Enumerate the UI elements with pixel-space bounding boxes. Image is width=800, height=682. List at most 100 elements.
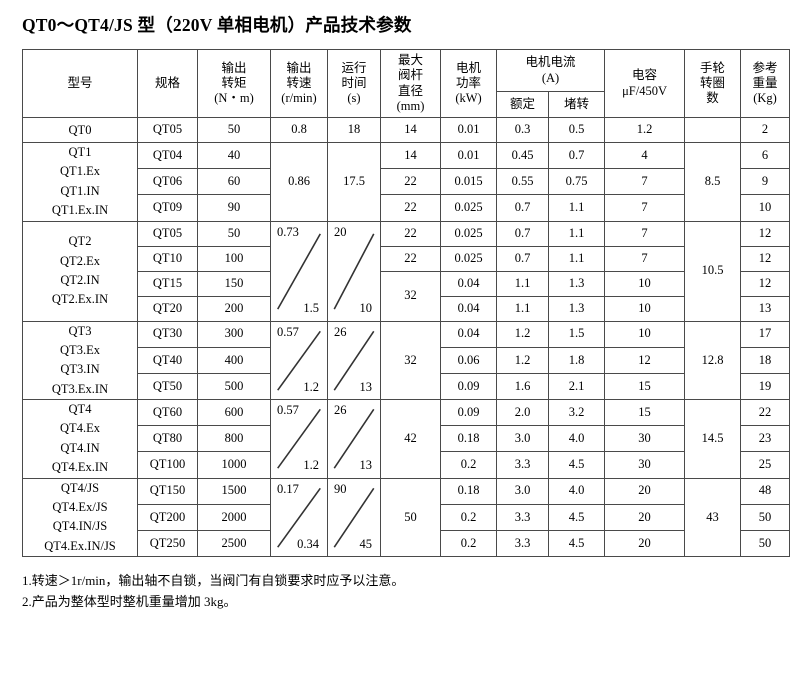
capacitance-cell: 12: [604, 346, 686, 374]
spec-code-cell: QT40: [137, 346, 198, 374]
capacitance-cell: 1.2: [604, 117, 686, 143]
max-stem-diameter-cell: 14: [380, 141, 441, 170]
capacitance-cell: 7: [604, 168, 686, 196]
capacitance-cell: 15: [604, 372, 686, 401]
header-reference-weight: 参考 重量 (Kg): [740, 49, 791, 118]
run-time-cell-lower-value: 10: [359, 301, 373, 316]
current-locked-cell: 3.2: [547, 398, 606, 427]
spec-code-cell: QT06: [137, 168, 198, 196]
max-stem-diameter-cell: 14: [380, 117, 441, 143]
current-locked-cell: 2.1: [547, 372, 606, 401]
spec-code-cell: QT10: [137, 245, 198, 272]
spec-code-cell: QT250: [137, 529, 198, 558]
current-locked-cell: 0.7: [547, 141, 606, 170]
spec-code-cell: QT60: [137, 398, 198, 427]
output-torque-cell: 90: [197, 194, 271, 222]
run-time-cell-lower-value: 13: [359, 379, 373, 394]
output-torque-cell: 150: [197, 270, 271, 297]
spec-code-cell: QT04: [137, 141, 198, 170]
page-container: QT0～QT4/JS 型（220V 单相电机）产品技术参数 型号 规格: [22, 15, 791, 610]
motor-power-cell: 0.01: [440, 141, 497, 170]
reference-weight-cell: 19: [740, 372, 791, 401]
spec-code-cell: QT09: [137, 194, 198, 222]
model-name: QT4/JS: [60, 480, 100, 495]
current-rated-cell: 1.1: [496, 270, 549, 297]
capacitance-cell: 4: [604, 141, 686, 170]
model-name: QT1: [68, 145, 92, 159]
run-time-cell-upper-value: 26: [334, 403, 347, 417]
model-name: QT3.Ex.IN: [51, 381, 109, 396]
current-rated-cell: 0.7: [496, 245, 549, 272]
model-name: QT2.Ex.IN: [51, 292, 109, 307]
motor-power-cell: 0.04: [440, 270, 497, 297]
current-rated-cell: 0.45: [496, 141, 549, 170]
output-torque-cell: 1500: [197, 477, 271, 505]
output-torque-cell: 2500: [197, 529, 271, 558]
current-locked-cell: 1.1: [547, 245, 606, 272]
capacitance-cell: 10: [604, 295, 686, 322]
handwheel-turns-cell: 8.5: [684, 142, 742, 222]
model-names-cell: QT1 QT1.Ex QT1.IN QT1.Ex.IN: [22, 142, 138, 222]
current-locked-cell: 0.75: [547, 168, 606, 196]
current-rated-cell: 0.3: [496, 117, 549, 143]
output-torque-cell: 800: [197, 425, 271, 453]
model-name: QT2.IN: [60, 273, 100, 287]
reference-weight-cell: 12: [740, 220, 791, 247]
model-names-cell: QT4 QT4.Ex QT4.IN QT4.Ex.IN: [22, 399, 138, 479]
output-speed-cell-upper-value: 0.17: [277, 481, 299, 496]
output-speed-cell: 0.86: [270, 142, 328, 222]
motor-power-cell: 0.2: [440, 503, 497, 531]
max-stem-diameter-cell: 22: [380, 168, 441, 196]
motor-power-cell: 0.015: [440, 168, 497, 196]
reference-weight-cell: 2: [740, 117, 791, 143]
output-torque-cell: 50: [197, 220, 271, 247]
model-name: QT0: [68, 122, 92, 137]
capacitance-cell: 20: [604, 503, 686, 531]
motor-power-cell: 0.04: [440, 295, 497, 322]
current-rated-cell: 1.1: [496, 295, 549, 322]
run-time-cell-upper-value: 90: [334, 481, 347, 496]
spec-code-cell: QT150: [137, 477, 198, 505]
spec-table: 型号 规格 输出 转矩 (N・m) 输出 转速 (r/min) 运行 时间: [22, 49, 791, 558]
current-locked-cell: 1.3: [547, 295, 606, 322]
header-model: 型号: [22, 49, 138, 118]
spec-code-cell: QT30: [137, 320, 198, 348]
capacitance-cell: 30: [604, 425, 686, 453]
model-name: QT1.Ex: [60, 164, 100, 179]
output-torque-cell: 300: [197, 320, 271, 348]
output-torque-cell: 500: [197, 372, 271, 401]
current-locked-cell: 1.1: [547, 194, 606, 222]
max-stem-diameter-cell: 22: [380, 245, 441, 272]
current-rated-cell: 3.0: [496, 425, 549, 453]
output-torque-cell: 400: [197, 346, 271, 374]
model-name: QT4.IN/JS: [52, 519, 108, 534]
output-speed-cell: 0.73 1.5: [270, 220, 328, 322]
current-rated-cell: 2.0: [496, 398, 549, 427]
header-handwheel-turns: 手轮 转圈 数: [684, 49, 742, 118]
model-names-cell: QT3 QT3.Ex QT3.IN QT3.Ex.IN: [22, 320, 138, 400]
output-torque-cell: 60: [197, 168, 271, 196]
spec-code-cell: QT50: [137, 372, 198, 401]
table-row: QT20 200 0.04 1.1 1.3 10 13: [23, 295, 791, 322]
reference-weight-cell: 12: [740, 270, 791, 297]
table-row: QT15 150 32 0.04 1.1 1.3 10 12: [23, 270, 791, 322]
reference-weight-cell: 48: [740, 477, 791, 505]
motor-power-cell: 0.01: [440, 117, 497, 143]
header-capacitance: 电容 μF/450V: [604, 49, 686, 118]
run-time-cell: 26 13: [327, 320, 381, 400]
header-max-stem-diameter: 最大 阀杆 直径 (mm): [380, 49, 441, 118]
header-row-1: 型号 规格 输出 转矩 (N・m) 输出 转速 (r/min) 运行 时间: [22, 49, 791, 118]
run-time-cell: 18: [327, 117, 381, 143]
motor-power-cell: 0.2: [440, 529, 497, 558]
footnote-2: 2.产品为整体型时整机重量增加 3kg。: [22, 594, 237, 610]
header-spec: 规格: [137, 49, 198, 118]
model-name: QT3.IN: [60, 362, 100, 377]
current-rated-cell: 3.3: [496, 451, 549, 479]
spec-code-cell: QT15: [137, 270, 198, 297]
current-rated-cell: 1.2: [496, 320, 549, 348]
table-row: QT06 60 22 0.015 0.55 0.75 7 9: [23, 168, 791, 196]
capacitance-cell: 7: [604, 194, 686, 222]
capacitance-cell: 10: [604, 270, 686, 297]
table-row: QT250 2500 0.2 3.3 4.5 20 50: [23, 529, 791, 558]
run-time-cell-lower-value: 13: [359, 458, 373, 473]
